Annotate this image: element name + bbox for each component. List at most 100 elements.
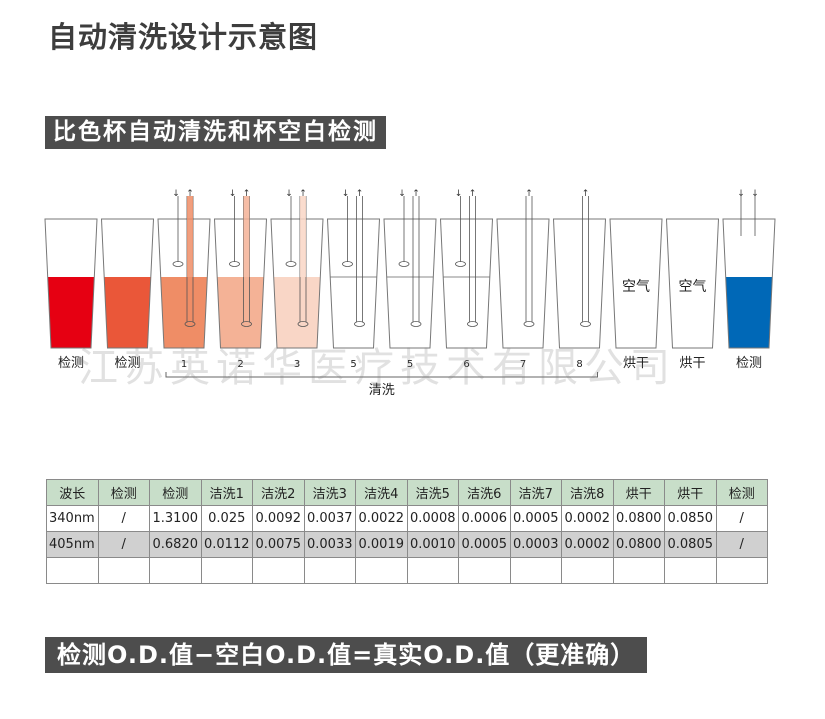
- liquid: [273, 277, 321, 348]
- table-cell: 1.3100: [149, 505, 202, 532]
- probe-tip: [241, 321, 252, 327]
- table-cell: 0.0002: [561, 505, 614, 532]
- table-row: [46, 557, 768, 584]
- table-cell: 0.0033: [303, 531, 356, 558]
- flow-arrow: ↑: [356, 189, 364, 199]
- cuvette: [326, 218, 381, 349]
- formula-banner: 检测O.D.值−空白O.D.值=真实O.D.值（更准确）: [45, 637, 648, 673]
- cuvette-label: 检测: [114, 356, 140, 371]
- table-cell: [561, 557, 614, 584]
- table-cell: [97, 557, 150, 584]
- table-cell: /: [97, 505, 150, 532]
- probe-tip: [467, 321, 478, 327]
- cuvette-label: 检测: [736, 356, 762, 371]
- table-header-cell: 洁洗7: [509, 479, 562, 506]
- table-row: 340nm/1.3100 0.025 0.0092 0.0037 0.0022 0.000…: [46, 505, 768, 532]
- liquid: [160, 277, 208, 348]
- cuvette: [439, 218, 494, 349]
- flow-arrow: ↓: [342, 189, 350, 199]
- table-header-cell: 检测: [97, 479, 150, 506]
- cuvette-label: 5: [407, 359, 413, 370]
- table-header-cell: 洁洗2: [252, 479, 305, 506]
- flow-arrow: ↓: [229, 189, 237, 199]
- table-header-cell: 洁洗4: [355, 479, 408, 506]
- probe-tip: [580, 321, 591, 327]
- probe-tip: [410, 321, 422, 327]
- flow-arrow: ↑: [469, 189, 477, 199]
- cuvette-label: 检测: [58, 356, 84, 371]
- probe-tip: [184, 321, 196, 327]
- table-header-cell: 洁洗3: [303, 479, 356, 506]
- table-header-cell: 洁洗8: [561, 479, 614, 506]
- table-cell: 0.0008: [406, 505, 459, 532]
- table-cell: [149, 557, 202, 584]
- table-cell: [664, 557, 717, 584]
- probe-tip: [297, 321, 309, 327]
- cuvette-label: 1: [181, 359, 187, 370]
- flow-arrow: ↑: [186, 189, 194, 199]
- page-title: 自动清洗设计示意图: [48, 20, 319, 54]
- probe-liquid: [243, 196, 250, 278]
- drain-tube-tip: [398, 261, 410, 267]
- cuvette: [665, 218, 720, 349]
- cuvette-label: 3: [294, 359, 300, 370]
- cuvette-label: 2: [237, 359, 243, 370]
- flow-arrow: ↑: [525, 189, 533, 199]
- probe-liquid: [187, 196, 193, 278]
- table-cell: 0.6820: [149, 531, 202, 558]
- table-header-cell: 检测: [149, 479, 202, 506]
- liquid: [104, 277, 151, 348]
- table-cell: 0.0003: [509, 531, 562, 558]
- table-cell: 405nm: [46, 531, 99, 558]
- table-cell: 0.0019: [355, 531, 408, 558]
- table-cell: 0.0002: [561, 531, 614, 558]
- cuvette: [383, 218, 437, 349]
- table-cell: [200, 557, 253, 584]
- table-cell: [46, 557, 99, 584]
- table-cell: 0.0112: [200, 531, 253, 558]
- flow-arrow: ↑: [582, 189, 590, 199]
- table-header-row: 波长 检测 检测 洁洗1 洁洗2 洁洗3 洁洗4 洁洗5 洁洗6 洁洗7 洁洗8 烘干 烘干 检测: [46, 479, 768, 506]
- table-cell: 0.0006: [458, 505, 511, 532]
- table-header-cell: 波长: [46, 479, 99, 506]
- cuvette-label: 7: [520, 359, 526, 370]
- drain-tube-tip: [342, 261, 353, 267]
- table-header-cell: 检测: [715, 479, 768, 506]
- flow-arrow: ↑: [299, 189, 307, 199]
- drain-tube-tip: [285, 261, 297, 267]
- table-header-cell: 烘干: [612, 479, 665, 506]
- table-cell: 0.0037: [303, 505, 356, 532]
- table-cell: 0.0092: [252, 505, 305, 532]
- drain-tube-tip: [172, 261, 184, 267]
- cuvette: [100, 218, 155, 349]
- cuvette-label: 烘干: [679, 356, 705, 371]
- table-header-cell: 洁洗5: [406, 479, 459, 506]
- drain-tube-tip: [229, 261, 240, 267]
- flow-arrow: ↑: [243, 189, 251, 199]
- table-cell: /: [97, 531, 150, 558]
- table-cell: 0.0005: [458, 531, 511, 558]
- table-cell: [509, 557, 562, 584]
- table-header-cell: 洁洗1: [200, 479, 253, 506]
- liquid: [725, 277, 773, 348]
- flow-arrow: ↑: [412, 189, 420, 199]
- section-heading-cuvette-wash: 比色杯自动清洗和杯空白检测: [45, 116, 386, 149]
- table-cell: 0.0850: [664, 505, 717, 532]
- flow-arrow: ↓: [455, 189, 463, 199]
- cuvette-label: 8: [576, 359, 582, 370]
- absorbance-table: 波长 检测 检测 洁洗1 洁洗2 洁洗3 洁洗4 洁洗5 洁洗6 洁洗7 洁洗8 烘干 烘干 检测 340…: [46, 479, 768, 584]
- table-cell: [355, 557, 408, 584]
- cuvette: [609, 218, 663, 349]
- flow-arrow: ↓: [285, 189, 293, 199]
- flow-arrow: ↓: [751, 189, 759, 199]
- table-cell: /: [715, 531, 768, 558]
- cuvette-label: 烘干: [623, 356, 649, 371]
- cuvette: [44, 218, 98, 349]
- table-cell: 0.0022: [355, 505, 408, 532]
- flow-arrow: ↓: [172, 189, 180, 199]
- flow-arrow: ↓: [398, 189, 406, 199]
- flow-arrow: ↓: [737, 189, 745, 199]
- cuvette: [722, 218, 776, 349]
- table-cell: 0.0800: [612, 531, 665, 558]
